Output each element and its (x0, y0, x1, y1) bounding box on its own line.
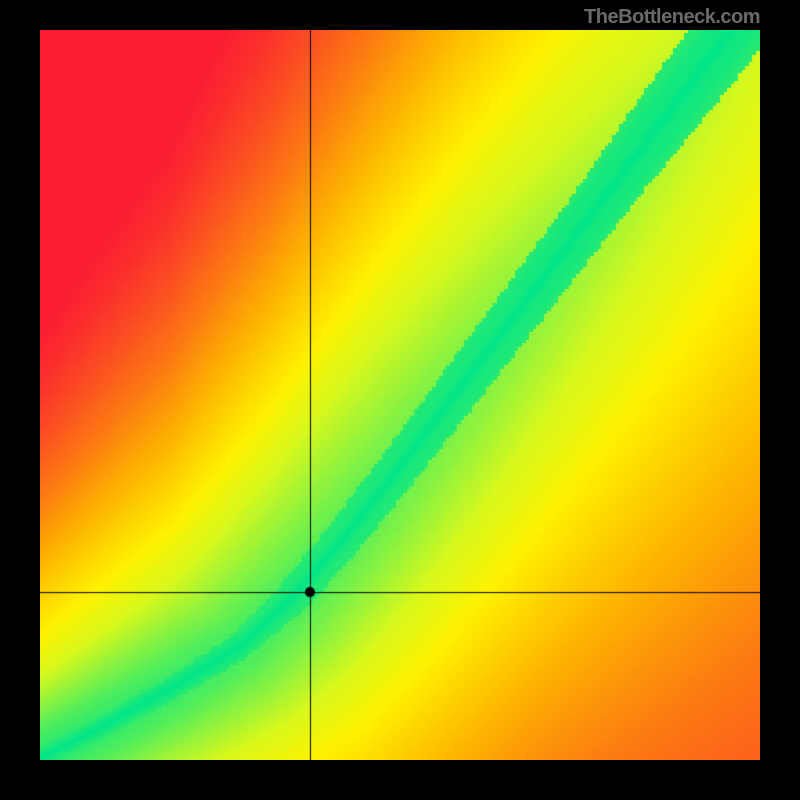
chart-container: TheBottleneck.com (0, 0, 800, 800)
watermark-text: TheBottleneck.com (584, 6, 760, 29)
heatmap-canvas (40, 30, 760, 760)
